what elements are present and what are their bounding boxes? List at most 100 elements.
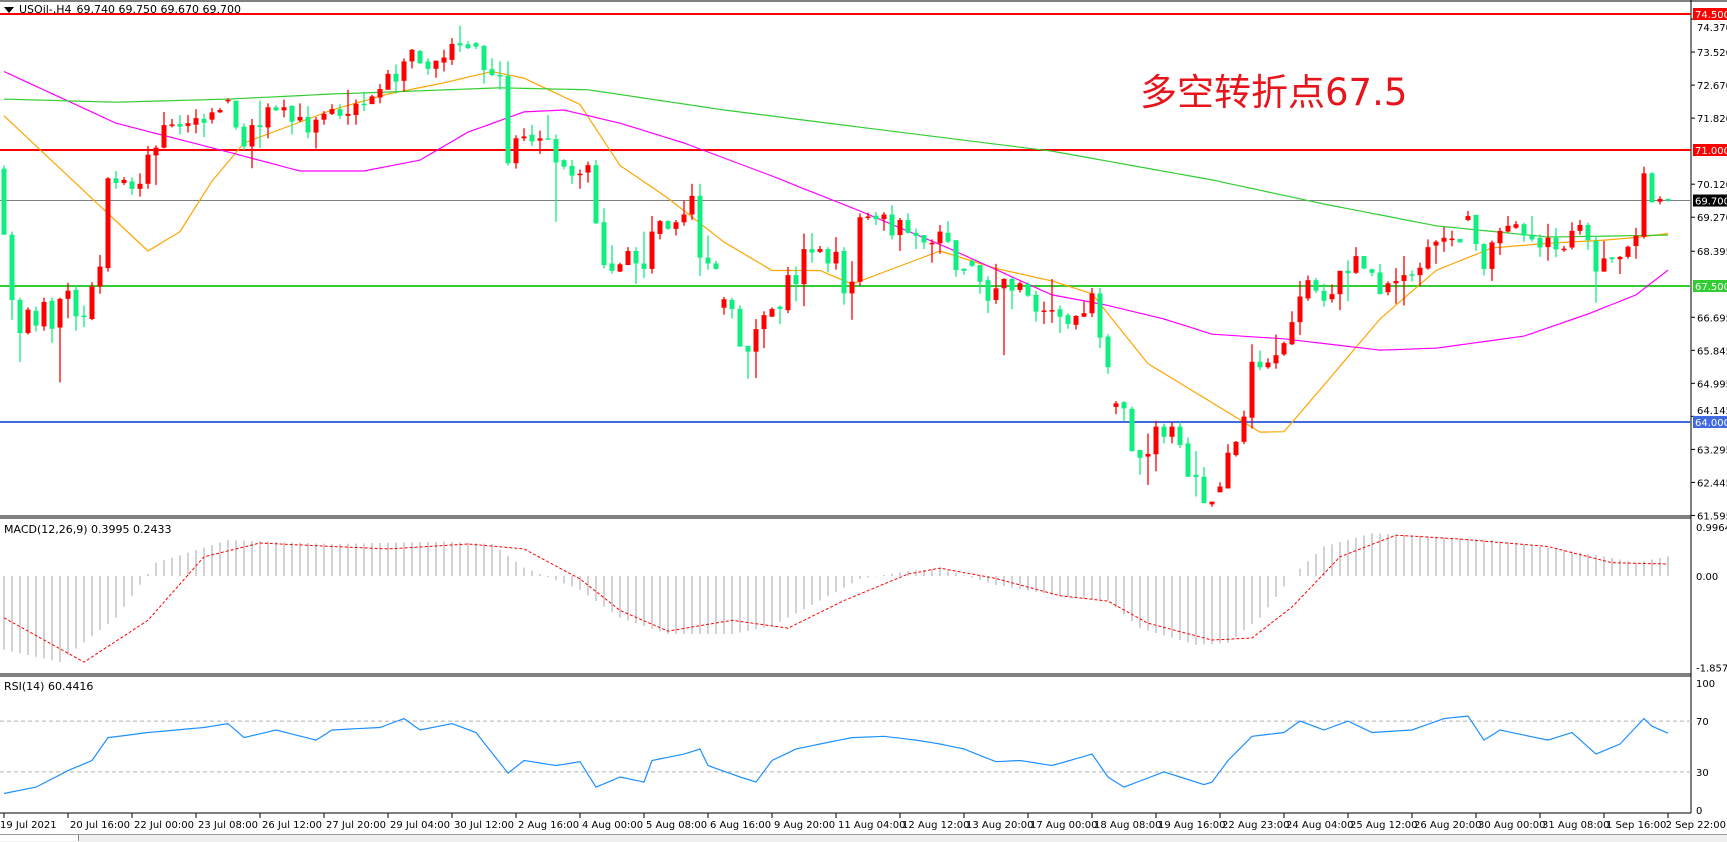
candle-body (1041, 310, 1047, 312)
candle-body (785, 275, 791, 311)
macd-label: MACD(12,26,9) 0.3995 0.2433 (4, 523, 172, 536)
candle-body (89, 286, 95, 320)
candle-body (1609, 257, 1615, 260)
candle-body (641, 263, 647, 269)
candle-body (1145, 453, 1151, 457)
candle-body (545, 138, 551, 140)
candle-body (361, 103, 367, 106)
annotation-text: 多空转折点67.5 (1140, 71, 1408, 114)
candle-body (177, 123, 183, 127)
candle-body (1201, 476, 1207, 504)
candle-body (1185, 443, 1191, 477)
candle-body (1529, 235, 1535, 240)
time-tick-label: 29 Jul 04:00 (390, 820, 450, 831)
candle-body (497, 75, 503, 77)
time-tick-label: 1 Sep 16:00 (1606, 820, 1666, 831)
price-tick-label: 70.120 (1697, 180, 1727, 191)
price-badge (1693, 8, 1727, 20)
candle-body (113, 178, 119, 184)
candle-body (961, 268, 967, 271)
price-tick-label: 68.395 (1697, 247, 1727, 258)
candle-body (1329, 294, 1335, 300)
candle-body (1393, 280, 1399, 284)
candle-body (225, 99, 231, 102)
candle-body (1497, 230, 1503, 244)
candle-body (1601, 258, 1607, 272)
time-tick-label: 30 Jul 12:00 (454, 820, 514, 831)
candle-body (1665, 198, 1671, 201)
candle-body (289, 105, 295, 122)
time-tick-label: 9 Aug 20:00 (774, 820, 835, 831)
candle-body (449, 43, 455, 60)
price-badge (1693, 415, 1727, 428)
candle-body (1489, 242, 1495, 269)
time-tick-label: 31 Aug 08:00 (1542, 820, 1609, 831)
candle-body (1561, 248, 1567, 251)
rsi-tick-label: 30 (1696, 768, 1709, 779)
candle-body (1545, 237, 1551, 248)
candle-body (345, 113, 351, 116)
candle-body (473, 43, 479, 47)
price-tick-label: 64.995 (1697, 379, 1727, 390)
moving-average-line (3, 87, 1669, 238)
candle-body (1513, 224, 1519, 228)
candle-body (217, 109, 223, 113)
candle-body (1625, 246, 1631, 257)
candle-body (1305, 280, 1311, 299)
candle-body (409, 49, 415, 62)
triangle-down-icon[interactable] (4, 6, 14, 13)
candle-body (1193, 474, 1199, 478)
time-tick-label: 12 Aug 12:00 (902, 820, 969, 831)
candle-body (401, 61, 407, 81)
candle-body (929, 242, 935, 245)
candle-body (953, 240, 959, 271)
time-tick-label: 22 Jul 00:00 (134, 820, 194, 831)
candle-body (809, 249, 815, 253)
time-tick-label: 27 Jul 20:00 (326, 820, 386, 831)
candle-body (49, 300, 55, 329)
candle-body (761, 315, 767, 330)
price-tick-label: 74.370 (1697, 23, 1727, 34)
chart-tab[interactable] (0, 835, 79, 841)
candle-body (1569, 230, 1575, 248)
panel-frames (0, 0, 1727, 814)
candle-body (1009, 279, 1015, 291)
price-tick-label: 64.145 (1697, 406, 1727, 417)
candle-body (993, 288, 999, 300)
candle-body (681, 214, 687, 223)
candle-body (937, 231, 943, 244)
candle-body (1209, 501, 1215, 505)
candle-body (817, 249, 823, 252)
time-tick-label: 18 Aug 08:00 (1094, 820, 1161, 831)
candle-body (865, 216, 871, 218)
candle-body (777, 306, 783, 309)
price-tick-label: 61.595 (1697, 511, 1727, 522)
candle-body (457, 43, 463, 46)
candle-body (1217, 486, 1223, 493)
time-tick-label: 19 Aug 16:00 (1158, 820, 1225, 831)
candle-body (105, 178, 111, 269)
candle-body (1337, 270, 1343, 295)
candle-body (889, 214, 895, 236)
price-tick-label: 71.820 (1697, 114, 1727, 125)
candle-body (1225, 452, 1231, 489)
candle-body (353, 103, 359, 116)
macd-tick-label: 0.00 (1696, 572, 1718, 583)
candle-body (441, 57, 447, 63)
price-badge-label: 74.500 (1695, 10, 1727, 21)
horizontal-levels (0, 13, 1691, 423)
candle-body (1097, 293, 1103, 338)
candle-body (57, 298, 63, 328)
candle-body (329, 109, 335, 114)
bottom-scrollbar[interactable] (0, 834, 1727, 842)
price-tick-label: 63.295 (1697, 445, 1727, 456)
rsi-label: RSI(14) 60.4416 (4, 680, 94, 693)
candle-body (241, 126, 247, 147)
candle-body (121, 179, 127, 184)
candle-body (73, 289, 79, 317)
candle-body (201, 118, 207, 123)
candle-body (977, 265, 983, 282)
candle-body (673, 222, 679, 229)
candle-body (1577, 224, 1583, 231)
